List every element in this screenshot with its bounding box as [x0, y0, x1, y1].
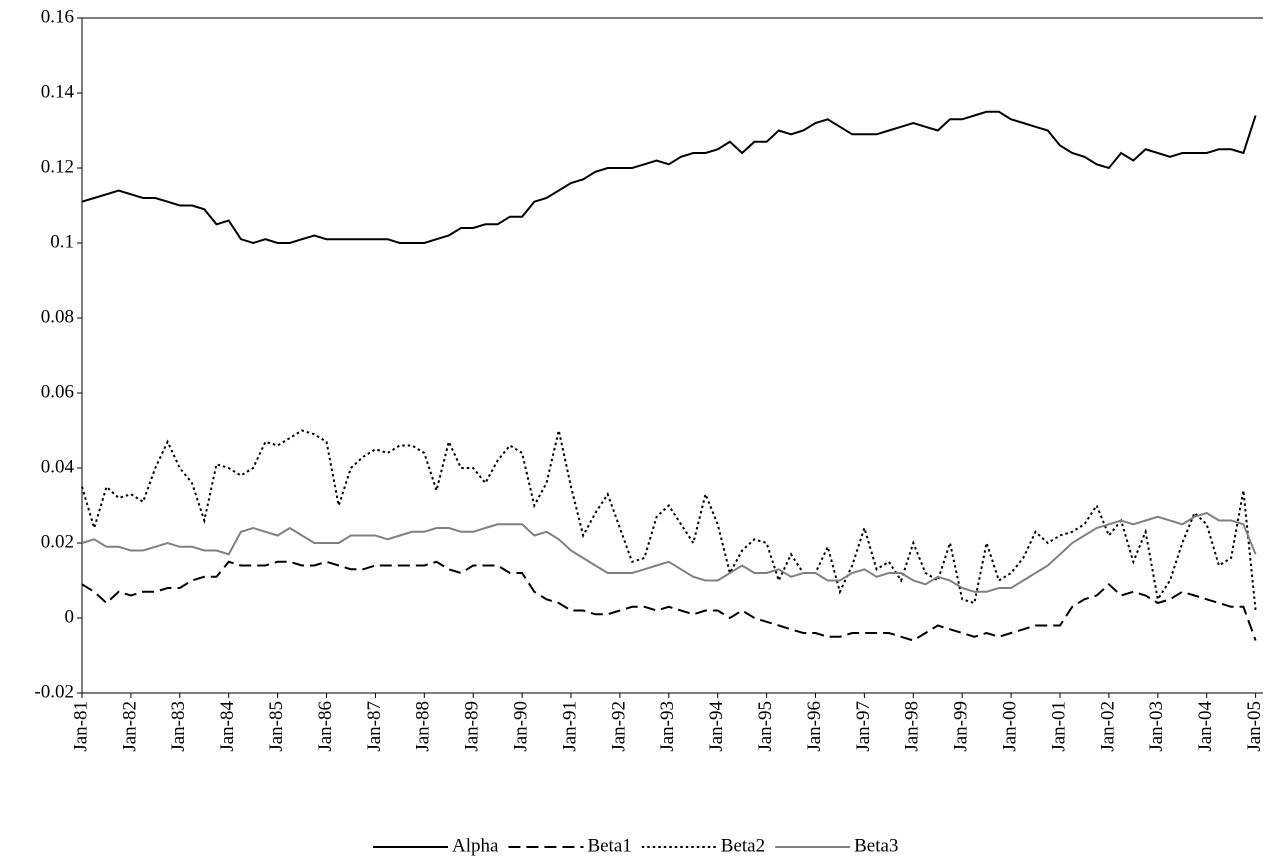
x-tick-label: Jan-93: [657, 701, 678, 752]
x-tick-label: Jan-95: [755, 701, 776, 752]
legend-label: Beta3: [854, 835, 898, 856]
y-tick-label: 0.16: [41, 6, 74, 27]
y-tick-label: 0.06: [41, 381, 74, 402]
x-tick-label: Jan-97: [853, 701, 874, 752]
x-tick-label: Jan-89: [462, 701, 483, 752]
y-tick-label: 0: [65, 606, 75, 627]
y-tick-label: 0.08: [41, 306, 74, 327]
x-tick-label: Jan-98: [902, 701, 923, 752]
x-tick-label: Jan-87: [364, 701, 385, 752]
x-tick-label: Jan-99: [951, 701, 972, 752]
legend-label: Alpha: [452, 835, 499, 856]
series-line: [81, 560, 1257, 642]
legend-label: Beta2: [721, 835, 765, 856]
x-tick-label: Jan-00: [999, 701, 1020, 752]
x-tick-label: Jan-85: [266, 701, 287, 752]
x-tick-label: Jan-01: [1048, 701, 1069, 752]
x-tick-label: Jan-83: [168, 701, 189, 752]
x-tick-label: Jan-94: [706, 701, 727, 752]
y-tick-label: 0.1: [50, 231, 74, 252]
y-tick-label: 0.12: [41, 156, 74, 177]
x-tick-label: Jan-92: [608, 701, 629, 752]
y-tick-label: 0.04: [41, 456, 75, 477]
y-tick-label: 0.14: [41, 81, 75, 102]
x-tick-label: Jan-88: [413, 701, 434, 752]
x-tick-label: Jan-05: [1244, 701, 1264, 752]
x-tick-label: Jan-82: [119, 701, 140, 752]
x-tick-label: Jan-02: [1097, 701, 1118, 752]
y-tick-label: -0.02: [34, 681, 74, 702]
x-tick-label: Jan-90: [510, 701, 531, 752]
x-tick-label: Jan-96: [804, 701, 825, 752]
x-tick-label: Jan-84: [217, 701, 238, 752]
y-tick-label: 0.02: [41, 531, 74, 552]
x-tick-label: Jan-86: [315, 701, 336, 752]
series-line: [81, 429, 1257, 611]
series-line: [81, 511, 1257, 593]
legend-label: Beta1: [587, 835, 631, 856]
series-line: [81, 110, 1257, 245]
x-tick-label: Jan-91: [559, 701, 580, 752]
x-tick-label: Jan-81: [70, 701, 91, 752]
x-tick-label: Jan-04: [1195, 701, 1216, 752]
x-tick-label: Jan-03: [1146, 701, 1167, 752]
